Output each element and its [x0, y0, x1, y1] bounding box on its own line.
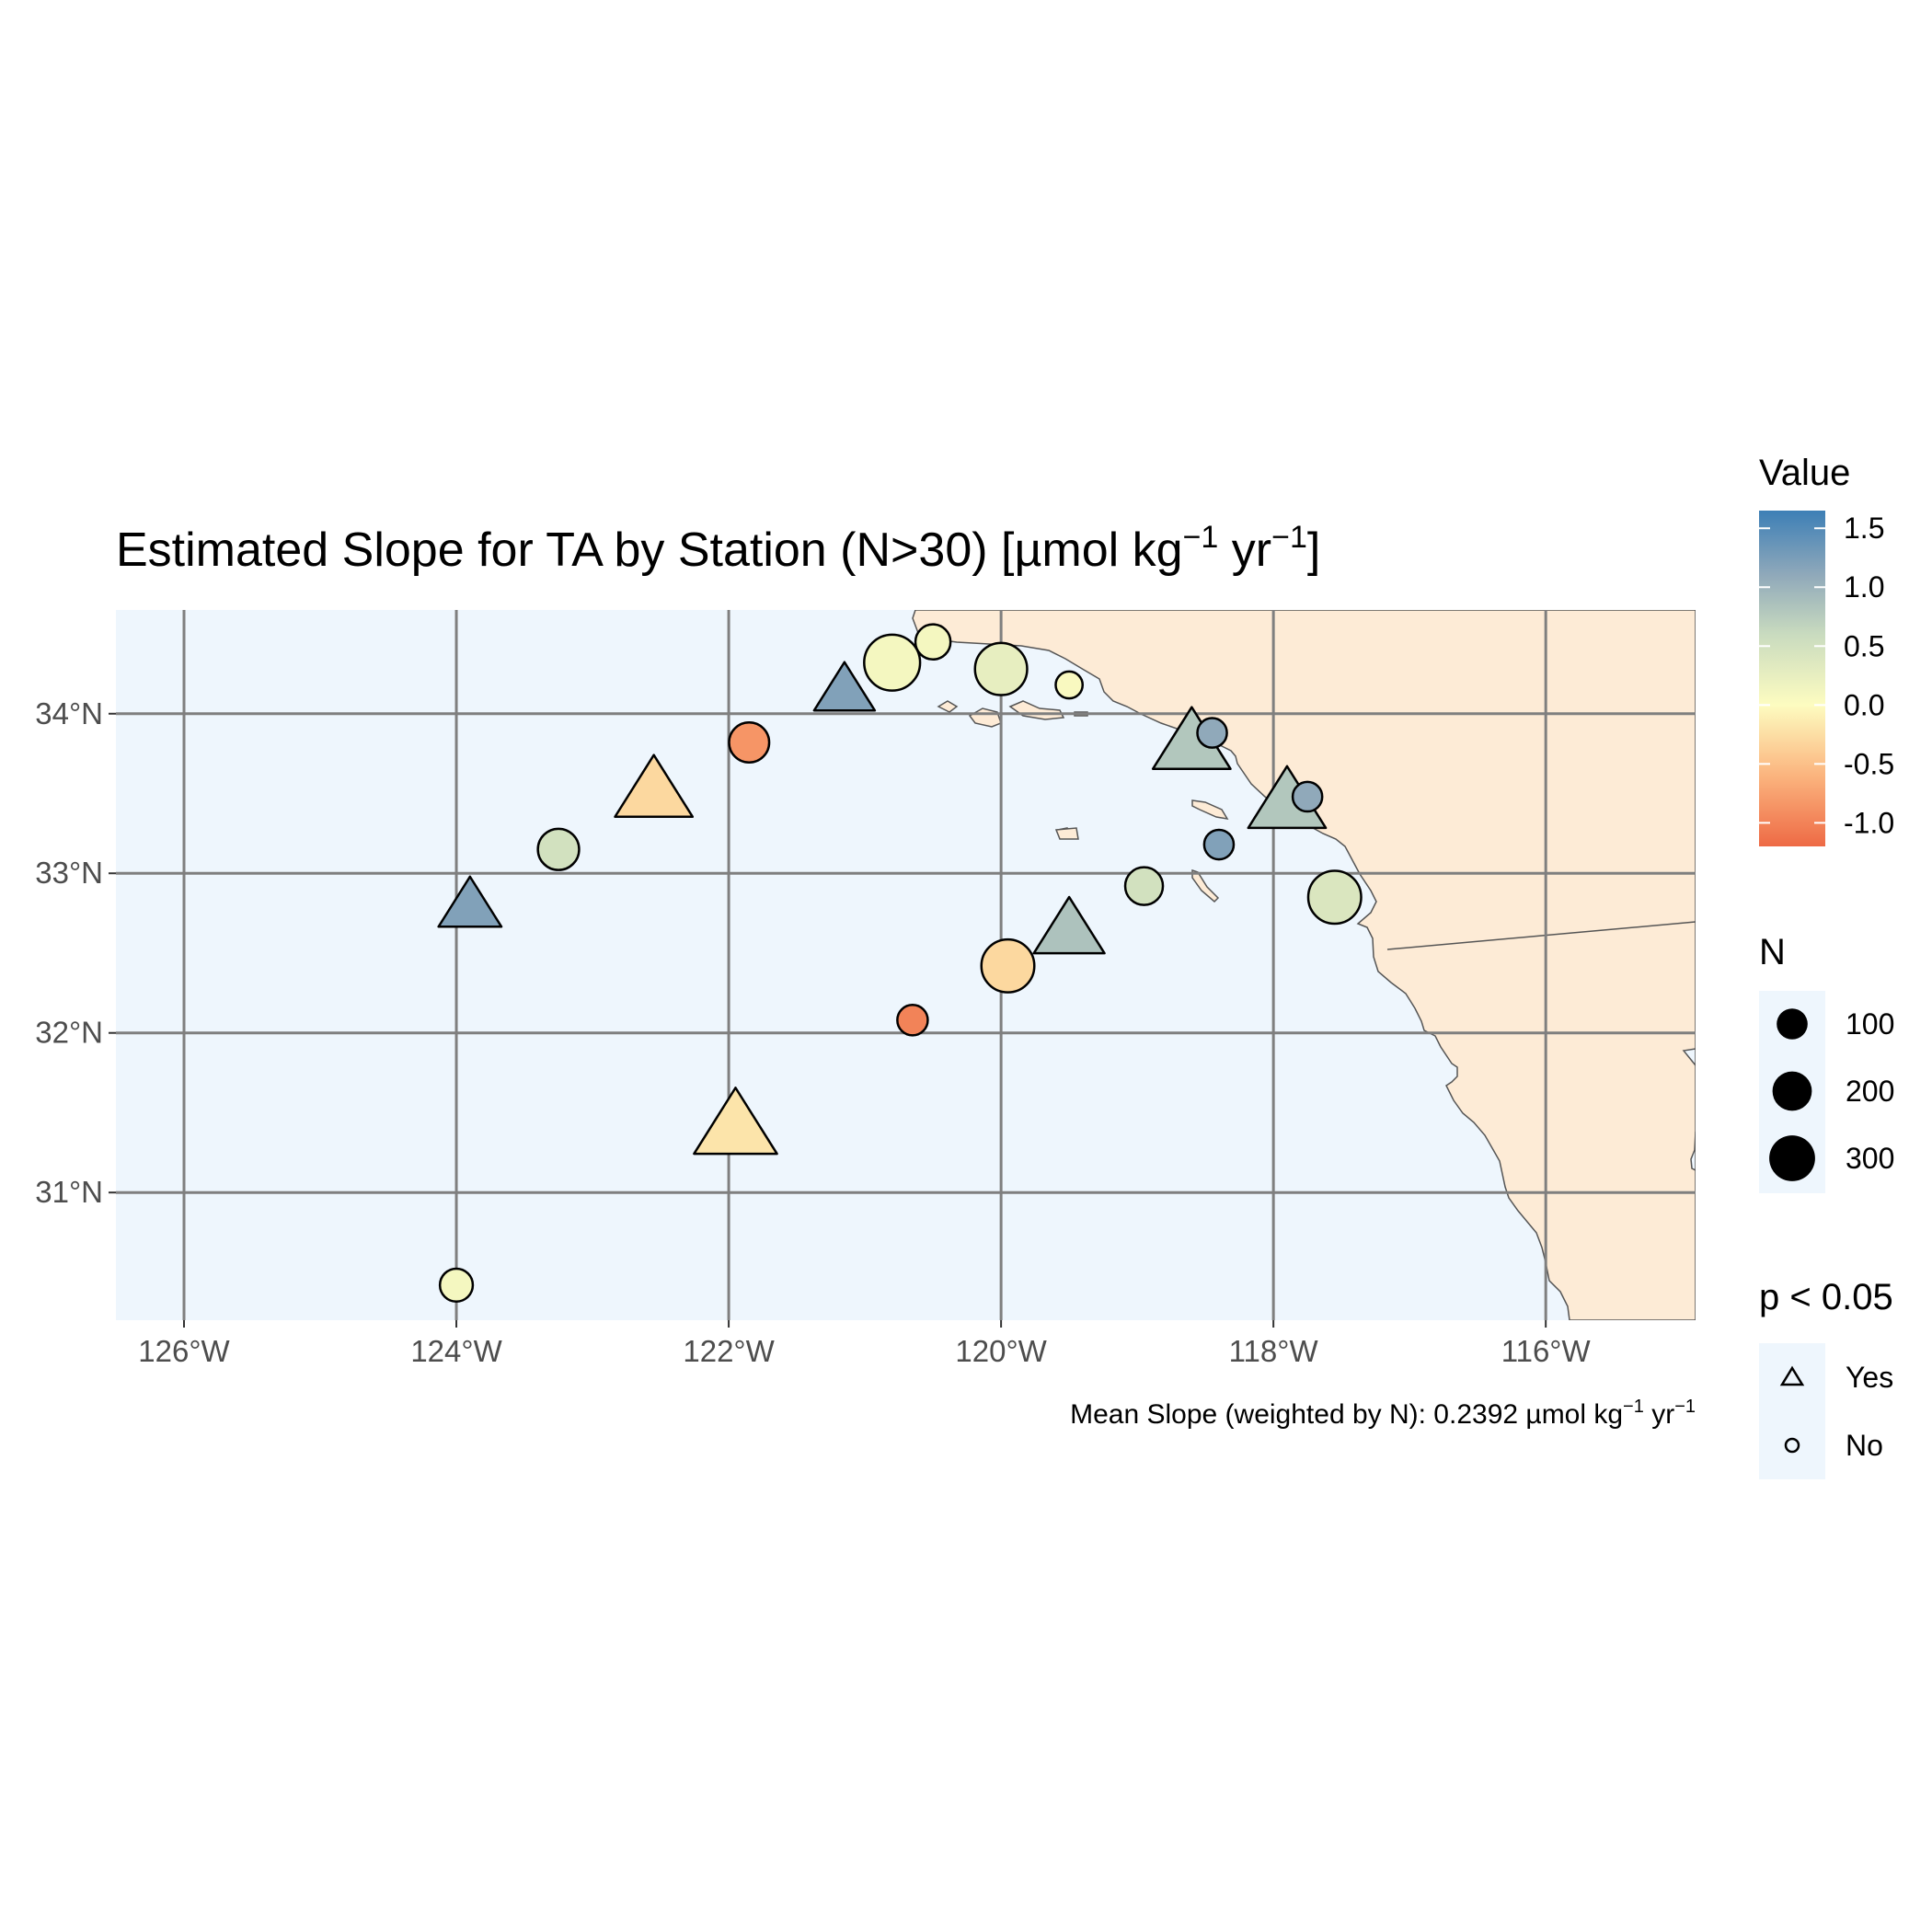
n-legend-label: 100 — [1846, 1007, 1894, 1041]
station-points — [437, 623, 1363, 1303]
colorbar-tick-label: 1.5 — [1844, 512, 1884, 545]
island-san-nicolas — [1054, 827, 1079, 840]
y-tick-label: 32°N — [35, 1016, 103, 1050]
chart-title: Estimated Slope for TA by Station (N>30)… — [116, 520, 1320, 577]
caption-sup-1: −1 — [1623, 1397, 1644, 1417]
station-circle-1 — [863, 633, 922, 692]
x-tick-label: 116°W — [1501, 1334, 1592, 1368]
map-panel — [116, 610, 1696, 1320]
station-circle-15 — [1306, 869, 1363, 926]
x-tick-label: 126°W — [138, 1334, 230, 1368]
caption-mid: yr — [1644, 1399, 1674, 1430]
x-tick-label: 120°W — [955, 1334, 1047, 1368]
station-circle-7 — [1196, 717, 1228, 749]
colorbar-tick-label: -0.5 — [1844, 747, 1894, 780]
n-size-legend: N 100 200 300 — [1759, 932, 1894, 1193]
y-tick-label: 34°N — [35, 696, 103, 730]
x-tick-label: 122°W — [683, 1334, 775, 1368]
station-triangle-13 — [437, 875, 503, 928]
n-legend-dot-2 — [1769, 1135, 1815, 1181]
y-tick-label: 31°N — [35, 1175, 103, 1209]
value-colorbar-ticks: 1.5 1.0 0.5 0.0 -0.5 -1.0 — [1759, 512, 1894, 839]
y-axis-ticks: 34°N 33°N 32°N 31°N — [35, 696, 116, 1209]
x-axis-ticks: 126°W 124°W 122°W 120°W 118°W 116°W — [138, 1320, 1592, 1368]
title-end: ] — [1307, 523, 1320, 577]
title-sup-2: −1 — [1271, 520, 1307, 555]
n-legend-label: 200 — [1846, 1075, 1894, 1108]
title-sup-1: −1 — [1183, 520, 1219, 555]
p-legend-label: Yes — [1846, 1361, 1893, 1394]
p-legend-key-bg — [1759, 1343, 1825, 1479]
station-circle-14 — [1123, 866, 1165, 906]
station-triangle-16 — [1032, 895, 1106, 955]
station-circle-10 — [1291, 780, 1324, 813]
station-triangle-8 — [614, 753, 695, 819]
station-circle-20 — [438, 1267, 475, 1303]
value-color-legend: Value 1.5 1.0 0.5 0.0 -0.5 -1.0 — [1759, 453, 1894, 846]
title-main: Estimated Slope for TA by Station (N>30)… — [116, 523, 1183, 577]
p-legend-circle-icon — [1784, 1437, 1800, 1454]
mainland-land — [912, 610, 1696, 1320]
station-circle-17 — [980, 937, 1036, 994]
station-circle-12 — [536, 827, 581, 871]
station-triangle-4 — [812, 661, 877, 712]
caption: Mean Slope (weighted by N): 0.2392 µmol … — [1070, 1397, 1696, 1430]
station-circle-0 — [914, 623, 952, 661]
station-circle-3 — [1054, 670, 1085, 700]
baja-inlet — [1682, 1048, 1696, 1171]
caption-sup-2: −1 — [1674, 1397, 1696, 1417]
value-legend-title: Value — [1759, 453, 1850, 493]
border-line — [1386, 921, 1696, 950]
colorbar-tick-label: 0.0 — [1844, 688, 1884, 721]
p-legend-label: No — [1846, 1429, 1883, 1462]
value-colorbar — [1759, 511, 1825, 846]
title-mid: yr — [1218, 523, 1271, 577]
p-legend-title: p < 0.05 — [1759, 1277, 1893, 1317]
n-legend-dot-0 — [1777, 1008, 1808, 1040]
island-catalina — [1191, 799, 1229, 821]
n-legend-title: N — [1759, 932, 1786, 972]
station-triangle-19 — [693, 1087, 778, 1156]
n-legend-dot-1 — [1772, 1071, 1812, 1111]
p-legend-triangle-icon — [1779, 1365, 1805, 1386]
n-legend-label: 300 — [1846, 1142, 1894, 1175]
colorbar-tick-label: 1.0 — [1844, 570, 1884, 604]
p-shape-legend: p < 0.05 Yes No — [1759, 1277, 1893, 1479]
station-circle-5 — [728, 720, 771, 765]
station-circle-2 — [973, 641, 1029, 696]
station-circle-11 — [1202, 828, 1236, 861]
n-legend-entries: 100 200 300 — [1769, 1007, 1894, 1181]
y-tick-label: 33°N — [35, 856, 103, 890]
x-tick-label: 118°W — [1229, 1334, 1319, 1368]
island-san-miguel — [937, 700, 959, 713]
colorbar-tick-label: -1.0 — [1844, 806, 1894, 839]
caption-main: Mean Slope (weighted by N): 0.2392 µmol … — [1070, 1399, 1623, 1430]
colorbar-tick-label: 0.5 — [1844, 629, 1884, 662]
x-tick-label: 124°W — [410, 1334, 502, 1368]
station-circle-18 — [896, 1004, 929, 1037]
p-legend-entries: Yes No — [1779, 1361, 1893, 1462]
